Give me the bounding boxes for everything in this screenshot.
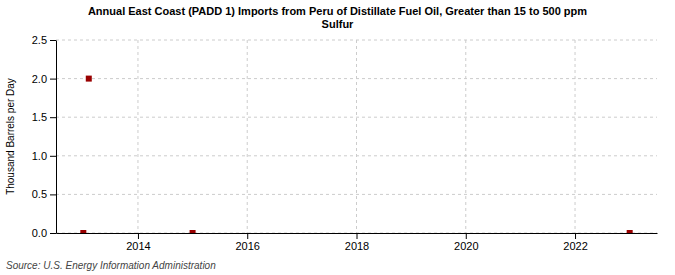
y-tick: 0.5 — [32, 188, 56, 200]
grid-line-x — [247, 40, 248, 233]
x-tick-label: 2018 — [345, 240, 369, 252]
y-tick-label: 0.0 — [32, 227, 47, 239]
y-axis-line — [56, 41, 57, 234]
y-tick-label: 0.5 — [32, 188, 47, 200]
grid-line-y — [56, 194, 657, 195]
title: Annual East Coast (PADD 1) Imports from … — [88, 5, 587, 30]
y-tick-mark — [50, 233, 56, 234]
title-line: Sulfur — [322, 18, 354, 30]
grid-line-y — [56, 78, 657, 79]
x-tick: 2020 — [454, 233, 478, 252]
x-tick: 2022 — [563, 233, 587, 252]
y-tick: 1.5 — [32, 111, 56, 123]
point — [190, 230, 196, 233]
annotation: Source: U.S. Energy Information Administ… — [6, 260, 216, 271]
x-tick-mark — [247, 233, 248, 239]
y-tick-label: 2.0 — [32, 73, 47, 85]
title-line: Annual East Coast (PADD 1) Imports from … — [88, 5, 587, 17]
point — [80, 230, 86, 233]
point — [86, 76, 92, 82]
y-axis-label: Thousand Barrels per Day — [5, 78, 16, 195]
grid-line-x — [137, 40, 138, 233]
y-tick-mark — [50, 156, 56, 157]
x-tick: 2016 — [235, 233, 259, 252]
y-tick-label: 1.0 — [32, 150, 47, 162]
grid — [56, 40, 657, 233]
grid-line-x — [356, 40, 357, 233]
plot-area: 2014 2016 2018 2020 2022 0.0 0.5 1.0 1.5 2.0 2.5 — [32, 34, 658, 252]
y-tick-label: 2.5 — [32, 34, 47, 46]
point — [627, 230, 633, 233]
x-tick: 2014 — [126, 233, 150, 252]
x-tick-mark — [138, 233, 139, 239]
y-tick-label: 1.5 — [32, 111, 47, 123]
x-tick-mark — [466, 233, 467, 239]
grid-line-x — [465, 40, 466, 233]
x-tick-mark — [357, 233, 358, 239]
grid-line-y — [56, 117, 657, 118]
x-tick-label: 2014 — [126, 240, 150, 252]
chart: 2014 2016 2018 2020 2022 0.0 0.5 1.0 1.5 2.0 2.5 An… — [0, 0, 675, 275]
y-tick: 2.5 — [32, 34, 56, 46]
x-tick-label: 2016 — [235, 240, 259, 252]
grid-line-y — [56, 40, 657, 41]
y-tick: 1.0 — [32, 150, 56, 162]
y-tick-mark — [50, 40, 56, 41]
y-tick: 0.0 — [32, 227, 56, 239]
y-tick-mark — [50, 79, 56, 80]
x-tick-mark — [575, 233, 576, 239]
points — [80, 76, 632, 233]
x-axis: 2014 2016 2018 2020 2022 — [57, 233, 658, 252]
grid-line-x — [575, 40, 576, 233]
y-tick-mark — [50, 117, 56, 118]
x-tick-label: 2022 — [563, 240, 587, 252]
y-tick-mark — [50, 194, 56, 195]
y-tick: 2.0 — [32, 73, 56, 85]
x-tick-label: 2020 — [454, 240, 478, 252]
grid-line-y — [56, 155, 657, 156]
x-tick: 2018 — [345, 233, 369, 252]
y-axis: 0.0 0.5 1.0 1.5 2.0 2.5 — [32, 34, 57, 239]
